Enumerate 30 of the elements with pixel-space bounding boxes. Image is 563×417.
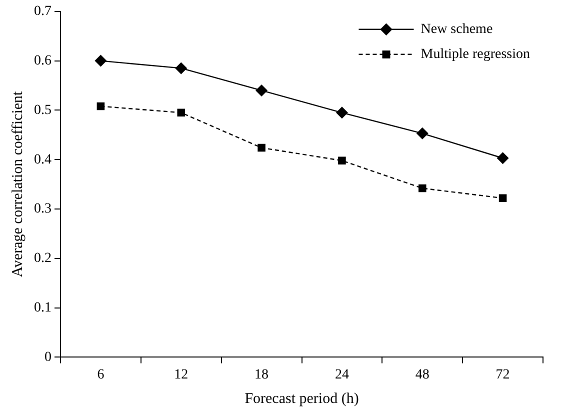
point [336, 106, 348, 119]
x-tick-label: 12 [174, 367, 188, 382]
x-tick-label: 72 [496, 367, 510, 382]
x-tick-label: 6 [97, 367, 104, 382]
y-tick-label: 0.1 [34, 300, 52, 316]
x-tick-label: 24 [334, 367, 349, 382]
y-tick-label: 0.5 [34, 102, 52, 118]
point [496, 152, 509, 164]
point [498, 194, 507, 202]
point [258, 144, 266, 152]
y-tick-label: 0.7 [34, 4, 52, 20]
legend-label: Multiple regression [420, 47, 530, 62]
x-tick-label: 48 [415, 367, 430, 382]
y-axis-title: Average correlation coefficient [10, 90, 26, 278]
x-axis-title: Forecast period (h) [244, 390, 359, 407]
y-tick-label: 0.2 [34, 251, 52, 266]
point [175, 62, 188, 74]
point [338, 156, 346, 164]
y-tick-label: 0 [44, 350, 52, 365]
point [94, 54, 107, 67]
y-tick-label: 0.3 [34, 202, 52, 217]
y-tick-label: 0.4 [34, 152, 52, 168]
point [177, 108, 186, 117]
point [256, 84, 268, 96]
point [416, 127, 428, 140]
legend-label: New scheme [420, 22, 493, 38]
point [96, 102, 105, 110]
point [418, 184, 426, 192]
y-tick-label: 0.6 [34, 53, 52, 68]
x-tick-label: 18 [254, 367, 269, 382]
